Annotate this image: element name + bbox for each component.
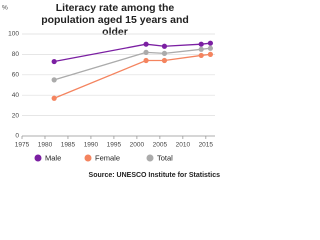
y-tick-label: 80	[12, 51, 20, 58]
x-tick-label: 1975	[15, 142, 30, 149]
data-point	[51, 95, 57, 101]
y-tick-label: 0	[15, 133, 19, 140]
data-point	[161, 57, 168, 64]
x-tick-label: 1985	[61, 142, 76, 149]
x-tick-label: 1980	[38, 142, 53, 149]
data-point	[51, 77, 57, 83]
y-axis-label: %	[2, 5, 8, 12]
series-line	[53, 47, 211, 81]
legend-label: Female	[95, 153, 120, 162]
data-point	[198, 52, 204, 59]
y-tick-label: 20	[12, 112, 20, 119]
data-point	[207, 45, 214, 51]
chart: Literacy rate among the population aged …	[2, 2, 221, 179]
data-point	[51, 58, 57, 65]
data-point	[161, 50, 168, 56]
chart-title: Literacy rate among the population aged …	[41, 2, 189, 38]
y-tick-label: 100	[8, 31, 19, 38]
data-point	[198, 46, 204, 52]
data-point	[143, 41, 149, 47]
legend-marker	[146, 154, 154, 162]
source: Source: UNESCO Institute for Statistics	[89, 172, 221, 179]
plot: % Source: UNESCO Institute for Statistic…	[2, 5, 221, 179]
data-point	[207, 40, 214, 46]
data-point	[198, 41, 204, 47]
data-point	[143, 57, 149, 64]
legend-marker	[84, 154, 92, 162]
legend-label: Total	[157, 153, 173, 162]
x-tick-label: 1990	[84, 142, 99, 149]
y-tick-label: 40	[12, 92, 20, 99]
legend-label: Male	[45, 153, 61, 162]
x-tick-label: 2010	[176, 142, 191, 149]
data-point	[161, 43, 168, 49]
legend-marker	[34, 154, 42, 162]
x-tick-label: 1995	[107, 142, 122, 149]
x-tick-label: 2005	[153, 142, 168, 149]
data-point	[207, 51, 214, 58]
series-line	[53, 53, 211, 99]
x-tick-label: 2015	[199, 142, 214, 149]
y-tick-label: 60	[12, 72, 20, 79]
x-tick-label: 2000	[130, 142, 145, 149]
series-line	[54, 42, 211, 63]
data-point	[143, 49, 149, 55]
